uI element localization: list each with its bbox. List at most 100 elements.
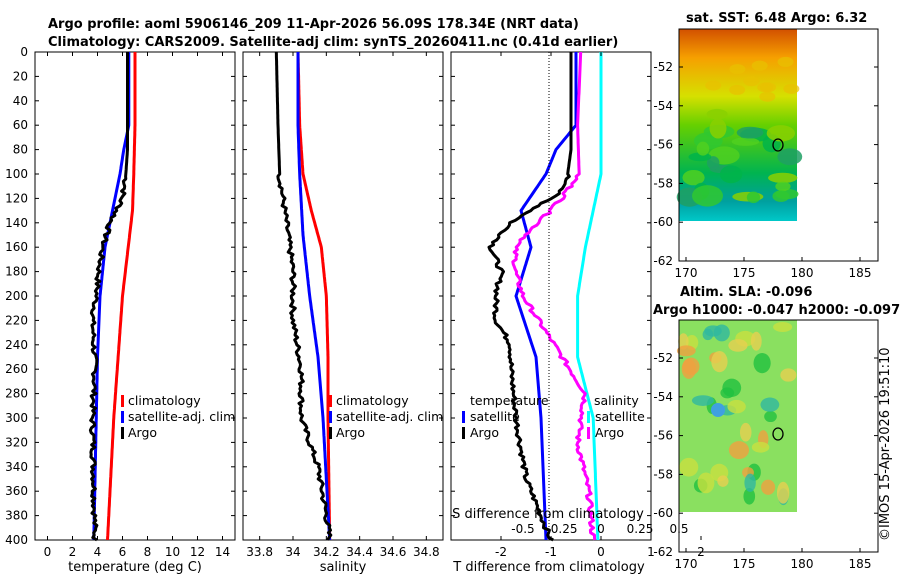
depth-tick-label: 260 — [5, 362, 28, 376]
depth-tick-label: 120 — [5, 191, 28, 205]
sla-texture-patch — [764, 410, 777, 423]
x-tick-label: 2 — [69, 545, 77, 559]
salinity-legend: climatology satellite-adj. clim Argo — [329, 393, 443, 440]
depth-tick-label: 280 — [5, 387, 28, 401]
depth-tick-label: 200 — [5, 289, 28, 303]
series-line-climatology — [296, 51, 332, 541]
legend-label-satellite: satellite-adj. clim — [336, 409, 443, 424]
sla-texture-patch — [751, 441, 770, 453]
x-top-tick-label: -0.5 — [511, 522, 534, 536]
lon-tick-label: 180 — [791, 266, 814, 280]
argo-position-marker — [772, 138, 784, 152]
title-line-1: Argo profile: aoml 5906146_209 11-Apr-20… — [48, 17, 579, 32]
sla-texture-patch — [743, 487, 756, 505]
series-line-climatology — [106, 52, 137, 541]
depth-tick-label: 140 — [5, 216, 28, 230]
legend-swatch-climatology — [329, 395, 332, 407]
series-line-t-argo — [487, 52, 573, 542]
temperature-legend: climatology satellite-adj. clim Argo — [121, 393, 235, 440]
legend-label-argo: Argo — [128, 425, 157, 440]
x-tick-label: 0 — [44, 545, 52, 559]
sst-map — [676, 29, 803, 221]
x-top-tick-label: -0.25 — [546, 522, 577, 536]
x-tick-label: 1 — [647, 545, 655, 559]
sla-texture-patch — [728, 339, 748, 352]
legend-label-satellite: satellite-adj. clim — [128, 409, 235, 424]
difference-xlabel-top: S difference from climatology — [452, 507, 644, 522]
sla-map-ticks: 170 175 180 185 -52 -54 -56 -58 -60 -62 — [653, 351, 878, 571]
sst-map-ticks: 170 175 180 185 -52 -54 -56 -58 -60 -62 — [653, 60, 878, 280]
depth-tick-label: 220 — [5, 313, 28, 327]
lat-tick-label: -56 — [653, 138, 673, 152]
sst-texture-patch — [736, 126, 764, 139]
sla-texture-patch — [750, 331, 762, 351]
sst-texture-patch — [719, 165, 743, 184]
difference-xlabel: T difference from climatology — [452, 560, 645, 575]
x-top-tick-label: 0.25 — [627, 522, 654, 536]
depth-tick-label: 80 — [13, 143, 28, 157]
legend-label-climatology: climatology — [336, 393, 409, 408]
depth-tick-label: 40 — [13, 94, 28, 108]
lat-tick-label: -56 — [653, 429, 673, 443]
sla-texture-patch — [691, 395, 714, 406]
lat-tick-label: -52 — [653, 60, 673, 74]
legend-label-argo: Argo — [336, 425, 365, 440]
x-tick-label: 14 — [215, 545, 230, 559]
x-tick-label: 34.2 — [313, 545, 340, 559]
lat-tick-label: -62 — [653, 254, 673, 268]
sla-texture-patch — [761, 479, 776, 495]
x-tick-label: 34.6 — [380, 545, 407, 559]
sst-texture-patch — [729, 64, 746, 75]
lat-tick-label: -62 — [653, 545, 673, 559]
series-line-t-satellite — [514, 52, 578, 541]
lat-tick-label: -54 — [653, 390, 673, 404]
depth-tick-label: 380 — [5, 509, 28, 523]
sla-texture-patch — [711, 350, 728, 373]
sst-texture-patch — [705, 80, 722, 91]
legend-swatch-t-argo — [462, 427, 465, 439]
sla-texture-patch — [717, 475, 729, 487]
series-layer — [88, 51, 603, 542]
sst-texture-patch — [706, 156, 720, 170]
title-line-2: Climatology: CARS2009. Satellite-adj cli… — [48, 35, 618, 50]
lat-tick-label: -52 — [653, 351, 673, 365]
x-tick-label: 6 — [119, 545, 127, 559]
sla-texture-patch — [739, 422, 752, 442]
x-tick-label: 12 — [190, 545, 205, 559]
legend-swatch-argo — [329, 427, 332, 439]
sst-texture-patch — [682, 169, 705, 186]
depth-tick-label: 180 — [5, 265, 28, 279]
depth-tick-label: 20 — [13, 69, 28, 83]
depth-axis: 0 20 40 60 80 100 120 140 160 180 200 220 240 260 280 3… — [5, 45, 651, 547]
depth-tick-label: 100 — [5, 167, 28, 181]
sst-texture-patch — [768, 172, 798, 184]
series-line-s-satellite — [576, 52, 603, 541]
sst-texture-patch — [709, 118, 727, 139]
sla-texture-patch — [676, 345, 696, 357]
sla-map-title-1: Altim. SLA: -0.096 — [680, 285, 812, 300]
sla-texture-patch — [711, 403, 725, 417]
salinity-xlabel: salinity — [320, 560, 367, 575]
depth-tick-label: 300 — [5, 411, 28, 425]
legend-swatch-argo — [121, 427, 124, 439]
sst-texture-patch — [729, 84, 746, 95]
depth-tick-label: 400 — [5, 533, 28, 547]
sla-texture-patch — [760, 397, 780, 412]
x-tick-label: 8 — [144, 545, 152, 559]
legend-swatch-s-satellite — [587, 411, 590, 423]
sst-texture-patch — [692, 185, 723, 207]
temperature-xlabel: temperature (deg C) — [68, 560, 202, 575]
x-tick-label: 34.8 — [413, 545, 440, 559]
imos-credit: ©IMOS 15-Apr-2026 19:51:10 — [878, 347, 893, 541]
legend-label-s-satellite: satellite — [595, 409, 645, 424]
x-tick-label: 34 — [285, 545, 300, 559]
sst-texture-patch — [760, 82, 777, 93]
sla-texture — [676, 321, 797, 506]
x-tick-label: 4 — [94, 545, 102, 559]
lon-tick-label: 185 — [849, 557, 872, 571]
lat-tick-label: -54 — [653, 99, 673, 113]
sla-texture-patch — [744, 473, 756, 492]
argo-position-marker — [772, 427, 784, 441]
sst-texture — [676, 56, 803, 207]
lat-tick-label: -58 — [653, 176, 673, 190]
